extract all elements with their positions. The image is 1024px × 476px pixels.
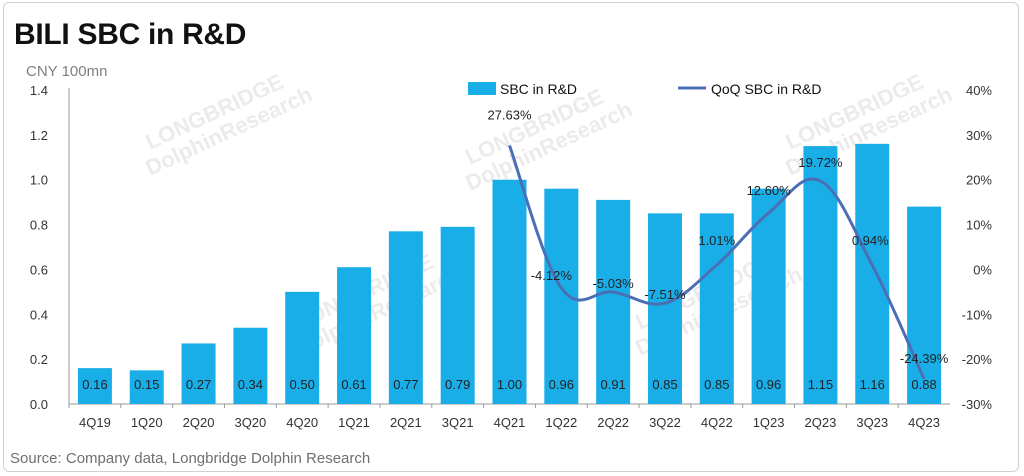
bar-value-label: 0.77 (393, 377, 418, 392)
bar (596, 199, 631, 404)
x-tick-label: 2Q20 (183, 415, 215, 430)
bar (337, 267, 372, 404)
bar-value-label: 0.27 (186, 377, 211, 392)
bar-value-label: 0.61 (341, 377, 366, 392)
legend-label-line: QoQ SBC in R&D (711, 81, 821, 97)
bar-value-label: 0.88 (911, 377, 936, 392)
line-layer: 27.63% -4.12% -5.03% -7.51% 1.01% 12.60% 19.72… (487, 107, 949, 380)
legend: SBC in R&D QoQ SBC in R&D (468, 81, 821, 97)
bar (647, 213, 682, 404)
source-note: Source: Company data, Longbridge Dolphin… (10, 450, 371, 467)
x-tick-label: 4Q23 (908, 415, 940, 430)
chart-title: BILI SBC in R&D (14, 18, 247, 51)
y-left-tick-label: 1.0 (30, 173, 48, 188)
bar-value-label: 0.85 (652, 377, 677, 392)
unit-label: CNY 100mn (26, 63, 108, 80)
x-tick-label: 1Q23 (753, 415, 785, 430)
y-left-tick-label: 0.8 (30, 218, 48, 233)
bar (803, 146, 838, 405)
y-left-tick-label: 0.2 (30, 352, 48, 367)
bar (699, 213, 734, 404)
bar-value-label: 0.79 (445, 377, 470, 392)
bar-value-label: 0.50 (290, 377, 315, 392)
bar (751, 188, 786, 404)
x-tick-label: 1Q22 (545, 415, 577, 430)
x-tick-label: 4Q20 (286, 415, 318, 430)
x-tick-label: 3Q23 (856, 415, 888, 430)
bar-value-label: 0.85 (704, 377, 729, 392)
line-value-label: 0.94% (852, 233, 889, 248)
bar-value-label: 0.91 (600, 377, 625, 392)
bar (77, 368, 112, 404)
bar (492, 179, 527, 404)
bar (440, 226, 475, 404)
bar-value-label: 0.34 (238, 377, 263, 392)
line-value-label: 19.72% (798, 155, 843, 170)
qoq-line (508, 144, 926, 380)
bar-value-label: 1.15 (808, 377, 833, 392)
x-tick-label: 2Q21 (390, 415, 422, 430)
bar (544, 188, 579, 404)
bar (285, 291, 320, 404)
x-tick-label: 4Q21 (494, 415, 526, 430)
x-tick-label: 4Q19 (79, 415, 111, 430)
y-right-tick-label: 30% (966, 128, 992, 143)
x-tick-label: 3Q22 (649, 415, 681, 430)
x-tick-label: 2Q22 (597, 415, 629, 430)
line-value-label: -5.03% (593, 276, 635, 291)
bar (388, 231, 423, 404)
line-value-label: -7.51% (644, 287, 686, 302)
bar-value-label: 1.00 (497, 377, 522, 392)
y-left-tick-label: 0.4 (30, 307, 48, 322)
axes: 0.0 0.2 0.4 0.6 0.8 1.0 1.2 1.4 -30% -20% -10% 0% 10… (30, 83, 993, 430)
x-tick-label: 4Q22 (701, 415, 733, 430)
x-tick-label: 1Q20 (131, 415, 163, 430)
y-right-tick-label: 10% (966, 218, 992, 233)
y-right-tick-label: -10% (962, 307, 993, 322)
bar-value-label: 0.15 (134, 377, 159, 392)
y-right-tick-label: -20% (962, 352, 993, 367)
bar (907, 206, 942, 404)
line-value-label: 1.01% (698, 233, 735, 248)
x-tick-label: 1Q21 (338, 415, 370, 430)
line-value-label: -4.12% (531, 268, 573, 283)
y-left-tick-label: 1.4 (30, 83, 48, 98)
x-tick-label: 3Q21 (442, 415, 474, 430)
bar (181, 343, 216, 404)
bar (855, 143, 890, 405)
line-value-label: 27.63% (487, 107, 532, 122)
x-tick-label: 3Q20 (234, 415, 266, 430)
bars-layer: 0.16 0.15 0.27 0.34 0.50 0.61 0.77 0.79 1.00 0.96… (77, 143, 942, 405)
line-value-label: -24.39% (900, 351, 949, 366)
line-value-label: 12.60% (747, 183, 792, 198)
y-right-tick-label: 20% (966, 173, 992, 188)
y-left-tick-label: 0.0 (30, 397, 48, 412)
y-right-tick-label: -30% (962, 397, 993, 412)
bar (233, 327, 268, 404)
x-tick-label: 2Q23 (805, 415, 837, 430)
bar (129, 370, 164, 404)
bar-value-label: 0.96 (549, 377, 574, 392)
bar-value-label: 0.16 (82, 377, 107, 392)
bar-value-label: 0.96 (756, 377, 781, 392)
legend-swatch-bar (468, 82, 496, 95)
bar-value-label: 1.16 (860, 377, 885, 392)
y-right-tick-label: 0% (973, 262, 992, 277)
y-left-tick-label: 0.6 (30, 262, 48, 277)
y-right-tick-label: 40% (966, 83, 992, 98)
legend-label-bar: SBC in R&D (500, 81, 577, 97)
y-left-tick-label: 1.2 (30, 128, 48, 143)
